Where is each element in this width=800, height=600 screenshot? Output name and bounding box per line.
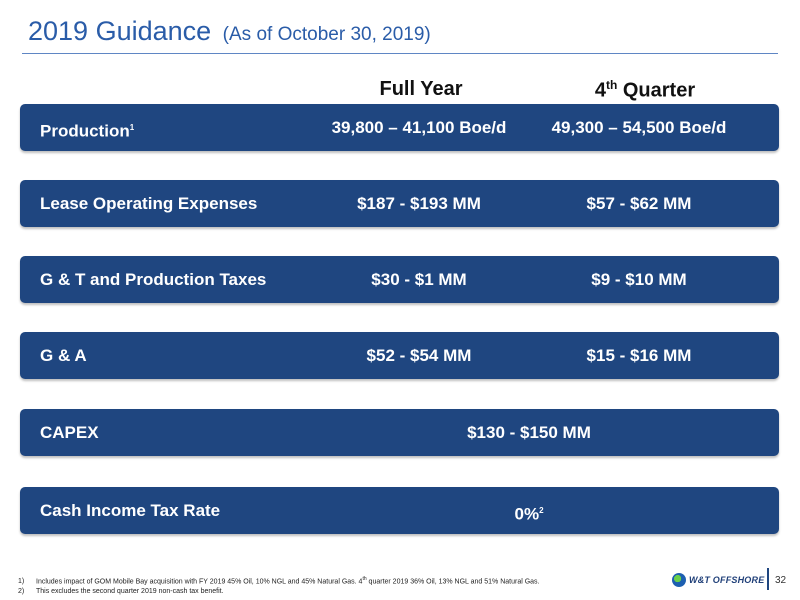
company-logo: W&T OFFSHORE: [672, 570, 764, 590]
column-header-quarter-number: 4: [594, 79, 606, 102]
full-year-value: $52 - $54 MM: [366, 346, 472, 365]
column-header-quarter-ordinal: th: [605, 78, 618, 92]
footnote-ref: 1: [129, 123, 135, 132]
guidance-row-cash-income-tax-rate: Cash Income Tax Rate 0%2: [20, 487, 779, 534]
page-title-main: 2019 Guidance: [28, 16, 212, 46]
quarter-value: $9 - $10 MM: [591, 270, 687, 289]
footnote-2: 2) This excludes the second quarter 2019 …: [18, 588, 224, 596]
column-header-full-year: Full Year: [379, 78, 463, 100]
full-year-value: $187 - $193 MM: [357, 194, 481, 213]
row-label: Lease Operating Expenses: [40, 194, 258, 213]
guidance-row-lease-operating-expenses: Lease Operating Expenses $187 - $193 MM …: [20, 180, 779, 227]
combined-value: 0%2: [514, 504, 544, 524]
quarter-value: 49,300 – 54,500 Boe/d: [551, 118, 727, 137]
footnotes: 1) Includes impact of GOM Mobile Bay acqu…: [18, 574, 540, 597]
column-header-quarter-word: Quarter: [617, 79, 696, 102]
page-title-date: (As of October 30, 2019): [222, 24, 431, 45]
row-label: G & T and Production Taxes: [40, 270, 267, 289]
quarter-value: $15 - $16 MM: [586, 346, 692, 365]
guidance-row-production: Production1 39,800 – 41,100 Boe/d 49,300…: [20, 104, 779, 151]
guidance-row-g-and-a: G & A $52 - $54 MM $15 - $16 MM: [20, 332, 779, 379]
logo-text: W&T OFFSHORE: [689, 575, 765, 585]
title-divider: [22, 53, 778, 54]
combined-value: $130 - $150 MM: [467, 423, 591, 442]
row-label: Production1: [40, 121, 135, 141]
footer-divider: [767, 568, 769, 590]
footnote-ref: 2: [539, 506, 544, 515]
column-header-fourth-quarter: 4th Quarter: [545, 78, 745, 103]
logo-globe-icon: [672, 573, 686, 587]
page-title: 2019 Guidance (As of October 30, 2019): [28, 16, 431, 47]
guidance-row-gt-production-taxes: G & T and Production Taxes $30 - $1 MM $…: [20, 256, 779, 303]
full-year-value: 39,800 – 41,100 Boe/d: [331, 118, 507, 137]
row-label: CAPEX: [40, 423, 99, 442]
full-year-value: $30 - $1 MM: [371, 270, 467, 289]
guidance-row-capex: CAPEX $130 - $150 MM: [20, 409, 779, 456]
row-label: G & A: [40, 346, 87, 365]
quarter-value: $57 - $62 MM: [586, 194, 692, 213]
row-label: Cash Income Tax Rate: [40, 501, 221, 520]
page-number: 32: [775, 575, 787, 586]
footnote-1: 1) Includes impact of GOM Mobile Bay acqu…: [18, 576, 540, 586]
